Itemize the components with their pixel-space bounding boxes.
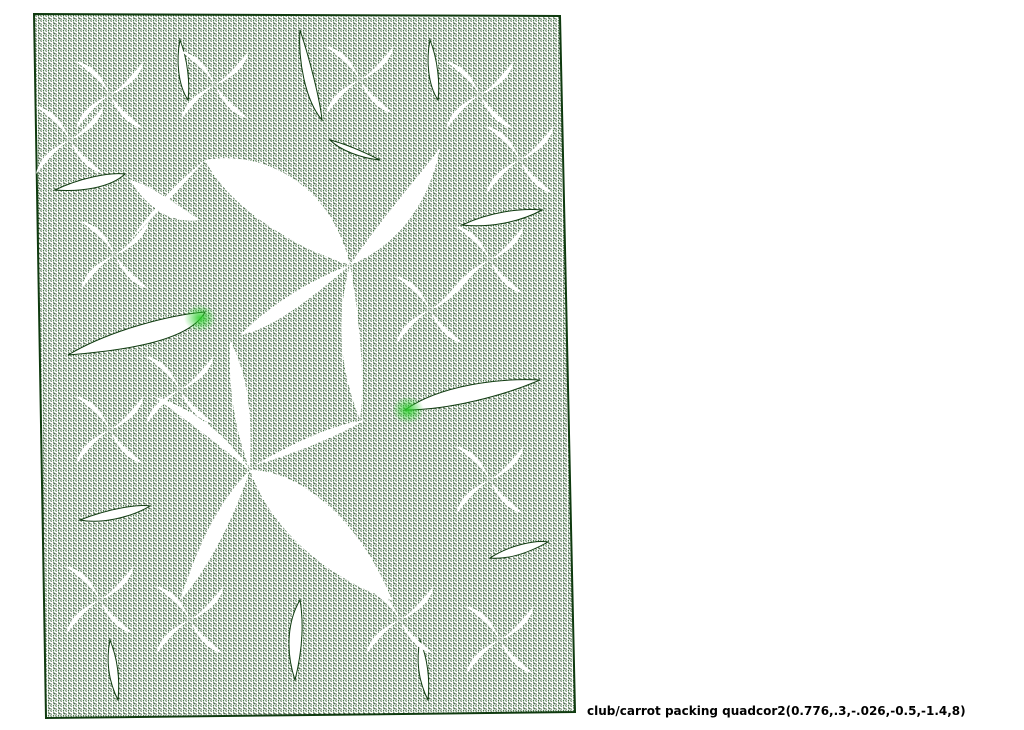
glow-spots [184, 304, 424, 424]
club-shapes [53, 29, 550, 702]
fractal-body [32, 12, 577, 720]
figure-caption: club/carrot packing quadcor2(0.776,.3,-.… [587, 704, 966, 718]
fractal-holes [130, 148, 440, 600]
